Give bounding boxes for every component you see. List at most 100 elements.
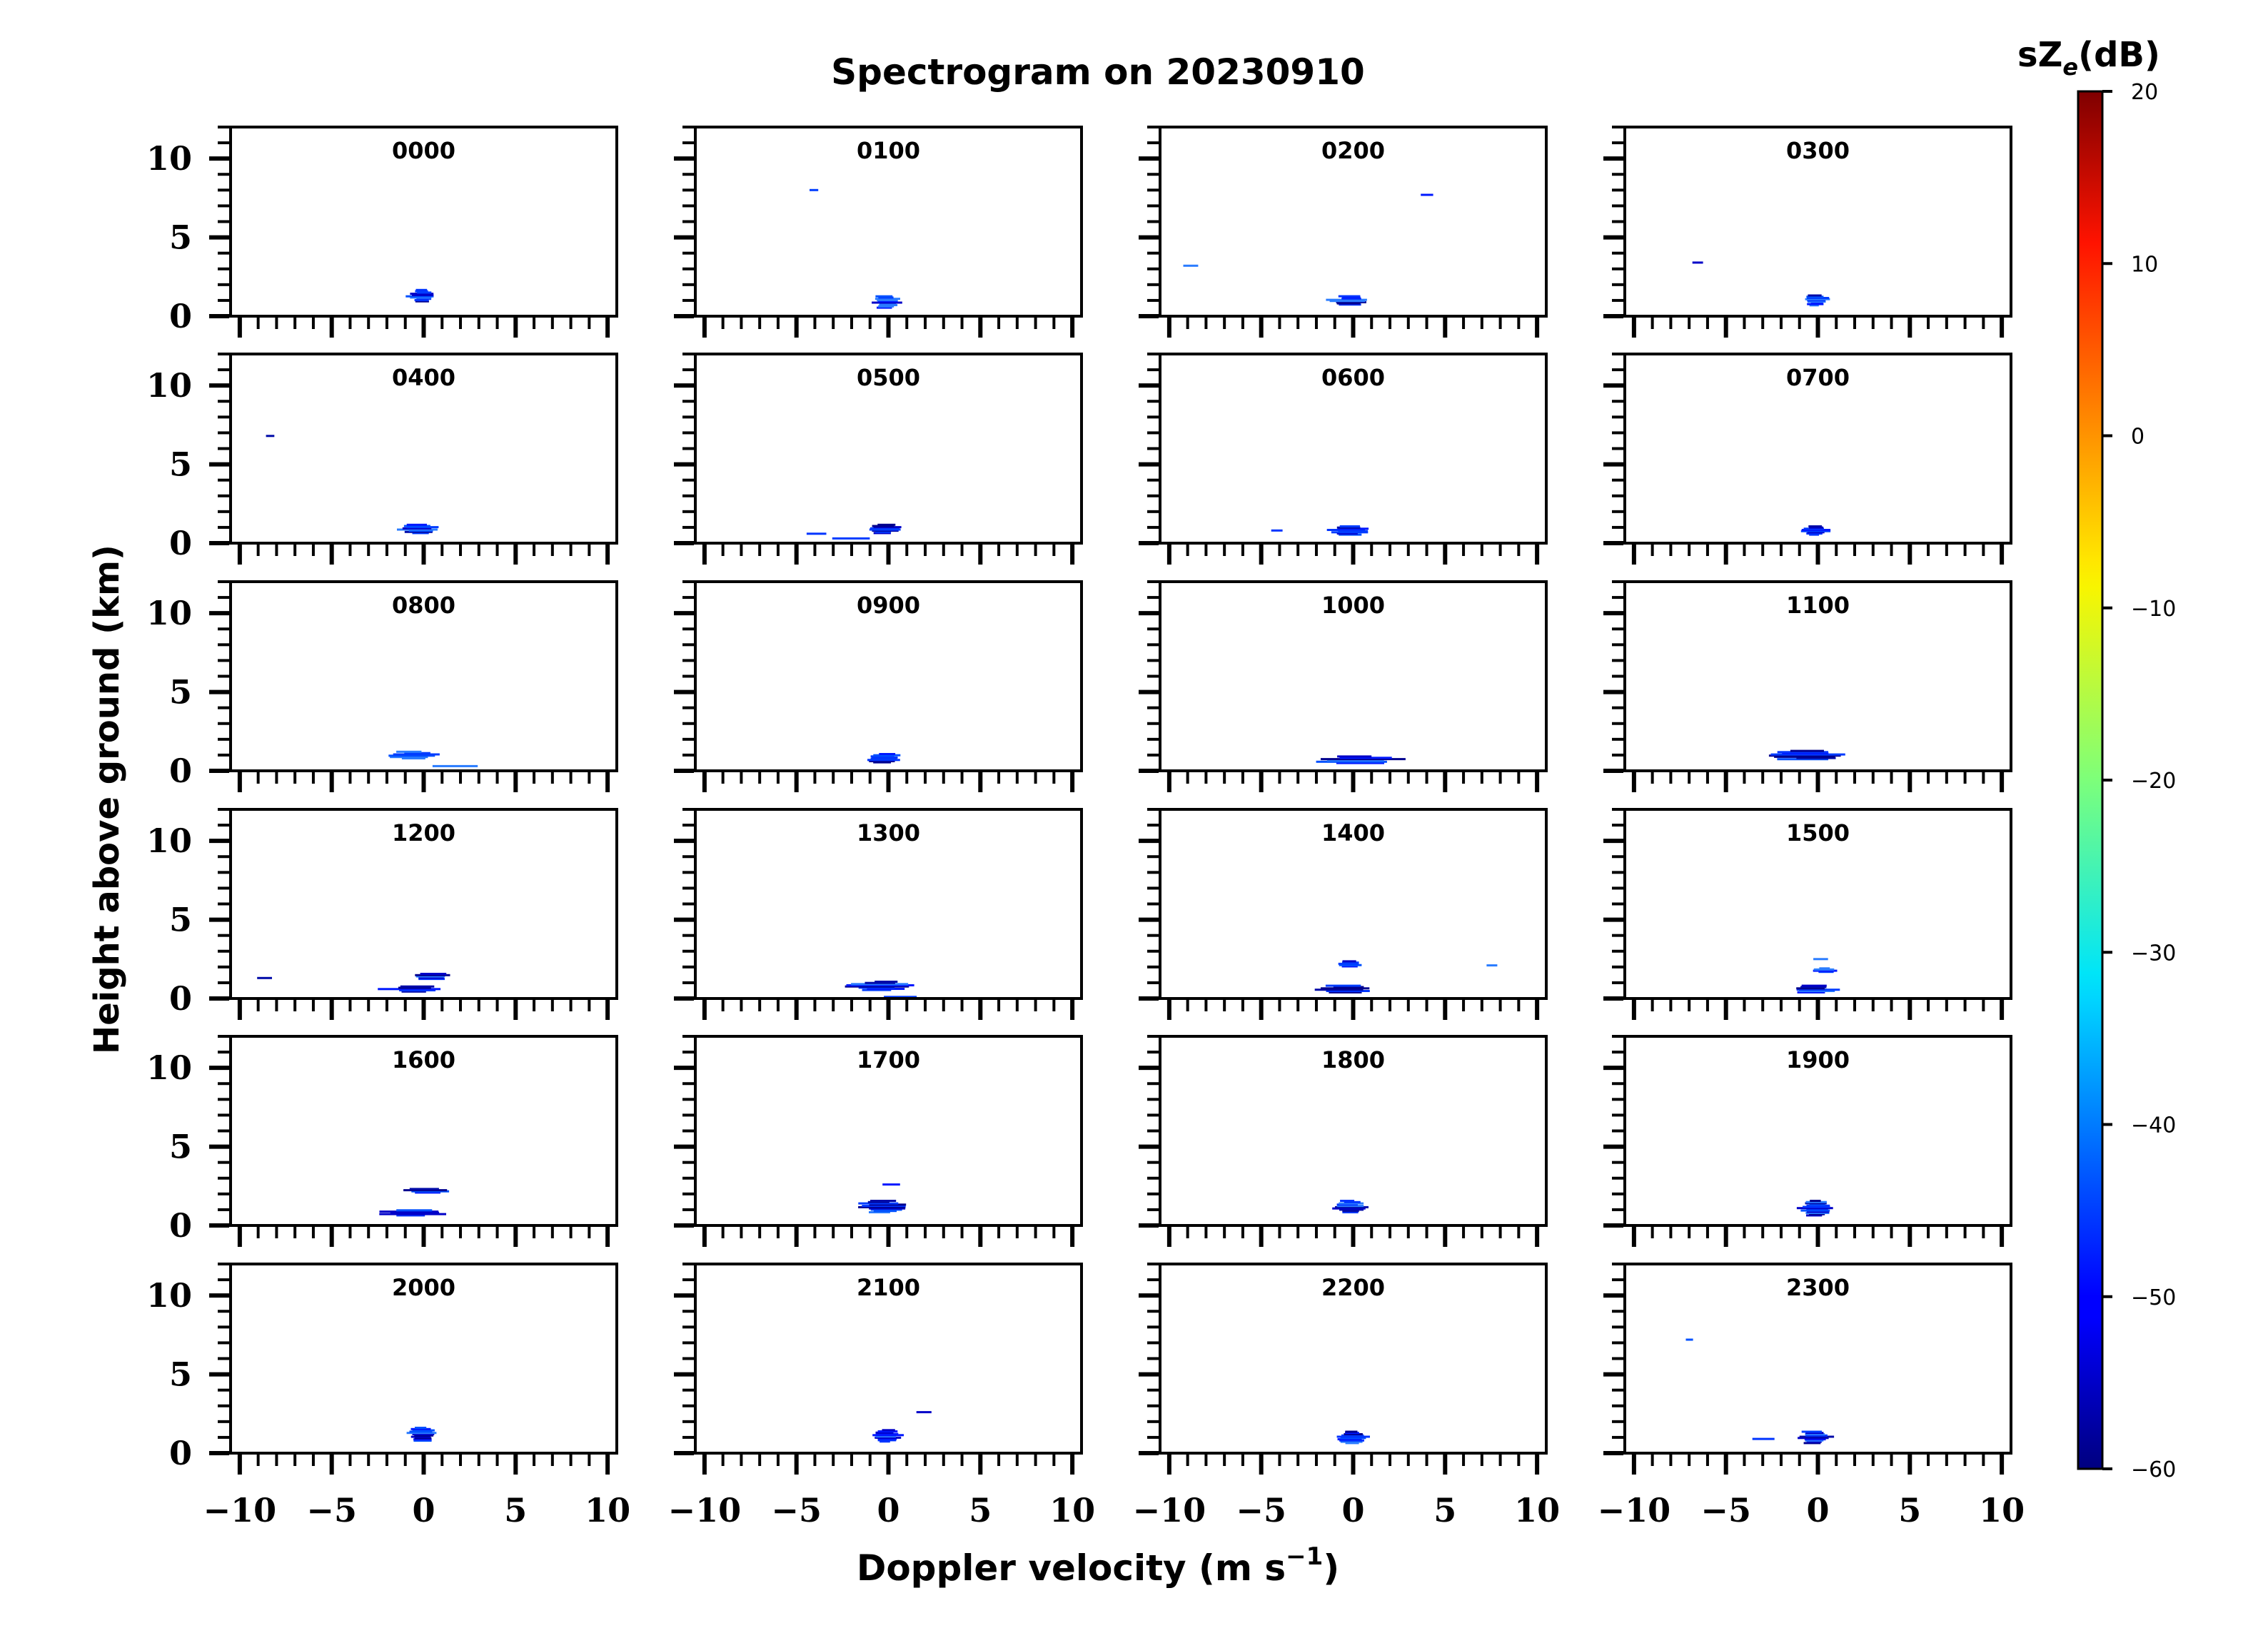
panel-1500-spectrum-line	[1813, 958, 1828, 961]
panel-label: 1500	[1786, 819, 1850, 846]
panel-1000-spectrum-line	[1336, 762, 1384, 764]
panel-2300-spectrum-line	[1806, 1440, 1822, 1443]
panel-label: 0600	[1321, 364, 1385, 391]
panel-0200-data	[1183, 193, 1433, 306]
panel-0300-spectrum-line	[1810, 301, 1823, 304]
panel-1900-data	[1796, 1200, 1833, 1217]
panel-2000-spectrum-line	[412, 1433, 435, 1435]
panel-0200-spectrum-line	[1183, 264, 1199, 267]
panel-1700-spectrum-line	[873, 1210, 897, 1213]
panel-1900-spectrum-line	[1805, 1202, 1827, 1205]
panel-1900: 1900	[1603, 1035, 2012, 1247]
panel-2100-spectrum-line	[916, 1411, 932, 1414]
panel-1800-spectrum-line	[1337, 1205, 1364, 1208]
y-tick-label: 10	[146, 139, 192, 178]
panel-1200-spectrum-line	[378, 988, 441, 991]
panel-label: 2100	[857, 1274, 920, 1301]
panel-1400-spectrum-line	[1314, 989, 1364, 991]
panel-2000: 2000 −10 −5 0 5 10 0 5 10	[146, 1263, 630, 1530]
panel-1800-spectrum-line	[1335, 1205, 1369, 1208]
panel-1700-data	[858, 1183, 907, 1213]
colorbar-tick-label: −40	[2131, 1113, 2176, 1138]
panel-1500-spectrum-line	[1819, 967, 1830, 970]
panel-1200-spectrum-line	[400, 985, 435, 988]
panel-1700-spectrum-line	[870, 1200, 897, 1202]
panel-0700-spectrum-line	[1808, 525, 1823, 527]
panel-1700-spectrum-line	[870, 1208, 902, 1211]
panel-2100-spectrum-line	[875, 1431, 894, 1434]
panel-0100-spectrum-line	[879, 303, 897, 305]
panel-0600-frame	[1159, 353, 1548, 545]
panel-1200-spectrum-line	[420, 973, 447, 975]
panel-1200-spectrum-line	[418, 978, 445, 981]
panel-0900-spectrum-line	[873, 761, 891, 764]
y-tick-label: 0	[169, 524, 192, 562]
panel-2000-spectrum-line	[414, 1437, 432, 1440]
panel-1600-spectrum-line	[409, 1188, 439, 1190]
panel-2100-data	[872, 1411, 932, 1443]
panel-2100-spectrum-line	[875, 1432, 899, 1435]
panel-0200: 0200	[1139, 126, 1548, 338]
colorbar-tick-label: −60	[2131, 1457, 2176, 1482]
panel-1200-spectrum-line	[257, 976, 272, 979]
panel-1600-spectrum-line	[379, 1213, 446, 1215]
panel-0100-spectrum-line	[875, 295, 893, 298]
panel-1200-spectrum-line	[415, 975, 445, 978]
panel-1400-spectrum-line	[1333, 986, 1364, 989]
panel-2200-spectrum-line	[1344, 1433, 1363, 1435]
y-tick-label: 0	[169, 1206, 192, 1245]
panel-0500-frame	[694, 353, 1083, 545]
colorbar-tick-label: 20	[2131, 80, 2158, 105]
panel-1600-spectrum-line	[403, 1189, 448, 1192]
panel-1700-spectrum-line	[867, 1200, 889, 1203]
panel-1600-data	[379, 1188, 450, 1217]
panel-1400: 1400	[1139, 808, 1548, 1020]
panel-1400-frame	[1159, 808, 1548, 1000]
x-tick-label: 5	[969, 1491, 992, 1530]
panel-1400-spectrum-line	[1342, 960, 1356, 963]
panel-2300-spectrum-line	[1752, 1437, 1775, 1440]
x-tick-label: 10	[585, 1491, 630, 1530]
panel-0000-spectrum-line	[415, 300, 429, 303]
panel-0400-frame	[229, 353, 618, 545]
panel-0700-spectrum-line	[1801, 529, 1831, 531]
x-axis-label-close: )	[1323, 1547, 1339, 1589]
panel-2000-data	[406, 1427, 437, 1442]
panel-1800-spectrum-line	[1339, 1208, 1364, 1211]
panel-0000-spectrum-line	[417, 291, 432, 294]
panel-1400-spectrum-line	[1321, 987, 1370, 990]
panel-0500-spectrum-line	[806, 532, 827, 535]
panel-0500-spectrum-line	[832, 537, 870, 540]
panel-0900-spectrum-line	[873, 754, 901, 757]
panel-2300-spectrum-line	[1801, 1430, 1822, 1433]
panel-1100-spectrum-line	[1777, 758, 1828, 761]
x-tick-label: −5	[1236, 1491, 1286, 1530]
panel-2100-spectrum-line	[880, 1440, 890, 1443]
panel-0200-frame	[1159, 126, 1548, 318]
panel-0600-spectrum-line	[1326, 529, 1366, 531]
panel-2100: 2100 −10 −5 0 5 10	[668, 1263, 1095, 1530]
panel-1100-spectrum-line	[1796, 757, 1836, 759]
panel-0700-frame	[1623, 353, 2012, 545]
panel-1500-spectrum-line	[1799, 990, 1835, 992]
panel-1500-spectrum-line	[1813, 969, 1838, 972]
panel-0600-spectrum-line	[1331, 531, 1369, 534]
panel-1600-frame	[229, 1035, 618, 1227]
panel-1800: 1800	[1139, 1035, 1548, 1247]
x-tick-label: 5	[1433, 1491, 1456, 1530]
panel-0600-spectrum-line	[1336, 532, 1358, 535]
colorbar: 20 10 0 −10 −20 −30 −40 −50 −60	[2077, 80, 2176, 1482]
panel-1700-spectrum-line	[869, 1203, 907, 1206]
panel-1300-spectrum-line	[862, 989, 892, 991]
y-tick-label: 5	[169, 218, 192, 257]
panel-1500-spectrum-line	[1800, 986, 1827, 989]
panel-1500-spectrum-line	[1796, 989, 1840, 991]
panel-0900-spectrum-line	[879, 753, 896, 755]
panel-0300-spectrum-line	[1808, 294, 1822, 297]
panel-0700: 0700	[1603, 353, 2012, 565]
panel-0600-spectrum-line	[1271, 529, 1283, 532]
panel-0800-spectrum-line	[393, 753, 440, 756]
panel-0500-spectrum-line	[873, 526, 902, 529]
panel-0200-spectrum-line	[1341, 297, 1361, 300]
panel-1500-spectrum-line	[1801, 984, 1827, 987]
